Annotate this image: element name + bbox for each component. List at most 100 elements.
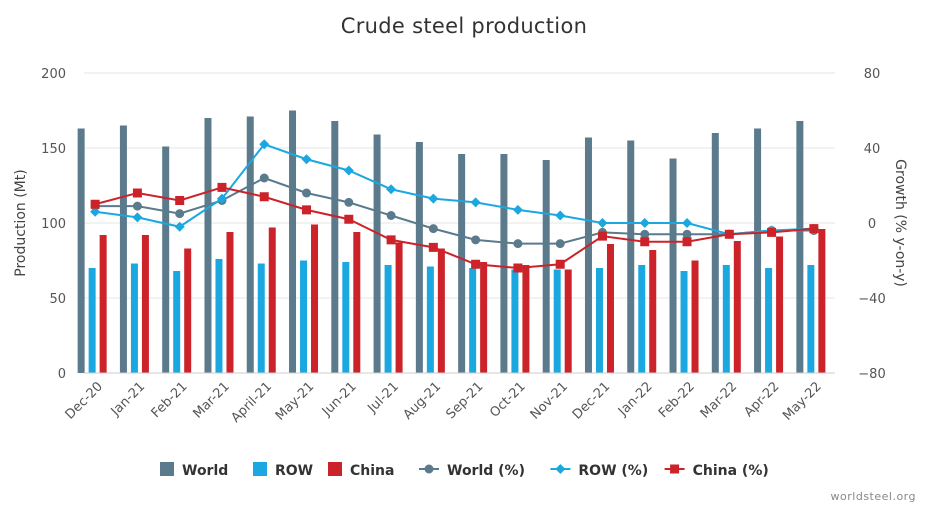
y-tick-label: 200 <box>41 67 66 82</box>
bar-row <box>511 269 519 373</box>
bar-world <box>711 133 719 373</box>
legend-marker <box>670 464 680 474</box>
bar-china <box>184 248 192 373</box>
x-tick-label: Dec-21 <box>570 379 613 422</box>
bar-world <box>331 121 339 373</box>
x-tick-label: Dec-20 <box>63 379 106 422</box>
bar-world <box>289 110 297 373</box>
legend: World ROW China World (%) ROW (%) China (%) <box>160 462 769 479</box>
point-china-pct <box>132 188 142 198</box>
bar-world <box>77 128 85 373</box>
point-row-pct <box>343 165 354 176</box>
bar-world <box>162 146 170 373</box>
point-world-pct <box>344 197 354 207</box>
bar-world <box>542 160 550 373</box>
point-china-pct <box>724 229 734 239</box>
x-tick-label: May-21 <box>273 379 317 423</box>
x-tick-label: Jun-21 <box>319 379 360 420</box>
legend-marker <box>555 464 566 474</box>
bar-china <box>311 224 319 373</box>
line-china <box>94 186 814 270</box>
point-world-pct <box>386 211 396 220</box>
bar-world <box>796 121 804 373</box>
point-china-pct <box>386 235 396 245</box>
x-tick-label: Jul-21 <box>364 379 401 416</box>
point-china-pct <box>259 192 269 202</box>
bar-row <box>595 268 603 373</box>
x-tick-label: Apr-22 <box>741 379 782 420</box>
point-world-pct <box>640 229 650 239</box>
x-tick-label: Aug-21 <box>401 379 445 423</box>
bar-china <box>99 235 107 373</box>
point-china-pct <box>344 214 354 224</box>
y2-tick-label: 40 <box>864 142 881 157</box>
bar-row <box>807 265 815 373</box>
y-axis-title: Production (Mt) <box>13 169 29 276</box>
legend-label: World (%) <box>447 463 525 479</box>
point-china-pct <box>513 263 523 273</box>
bar-china <box>268 227 276 373</box>
point-china-pct <box>767 227 777 237</box>
point-world-pct <box>428 224 438 234</box>
credit-text: worldsteel.org <box>830 490 916 503</box>
point-row-pct <box>301 154 312 165</box>
point-row-pct <box>174 221 185 232</box>
point-china-pct <box>471 259 481 269</box>
point-row-pct <box>132 212 143 223</box>
bar-world <box>119 125 127 373</box>
bar-china <box>564 269 572 373</box>
bar-china <box>691 260 699 373</box>
point-row-pct <box>90 206 101 217</box>
point-row-pct <box>512 204 523 215</box>
y2-tick-label: 0 <box>868 217 876 232</box>
point-china-pct <box>640 237 650 247</box>
x-tick-label: Jan-22 <box>615 379 656 420</box>
point-row-pct <box>555 210 566 221</box>
bars <box>77 110 826 373</box>
bar-china <box>353 232 361 373</box>
x-tick-label: Oct-21 <box>487 379 529 421</box>
bar-china <box>480 262 488 373</box>
bar-china <box>776 236 784 373</box>
bar-china <box>226 232 234 373</box>
y-tick-label: 150 <box>41 142 66 157</box>
chart-title: Crude steel production <box>340 14 588 38</box>
point-world-pct <box>175 209 185 219</box>
bar-china <box>141 235 149 373</box>
series-lines <box>90 139 819 273</box>
point-world-pct <box>555 239 565 249</box>
bar-row <box>722 265 730 373</box>
y2-tick-label: −80 <box>858 367 885 382</box>
point-row-pct <box>639 218 650 228</box>
point-row-pct <box>259 139 270 150</box>
bar-world <box>458 154 466 373</box>
bar-row <box>426 266 434 373</box>
point-row-pct <box>428 193 439 204</box>
x-tick-label: May-22 <box>780 379 824 423</box>
point-china-pct <box>682 237 692 247</box>
bar-china <box>395 242 403 373</box>
y-tick-label: 50 <box>49 292 66 307</box>
x-tick-label: Sep-21 <box>444 379 487 422</box>
legend-swatch-row <box>253 462 267 476</box>
bar-china <box>818 229 826 373</box>
legend-label: ROW (%) <box>578 463 648 479</box>
y-tick-label: 0 <box>58 367 66 382</box>
bar-row <box>300 260 308 373</box>
legend-label: China (%) <box>693 463 769 479</box>
y2-tick-label: 80 <box>864 67 881 82</box>
point-row-pct <box>597 218 608 228</box>
point-row-pct <box>216 193 227 204</box>
legend-label: China <box>350 463 394 479</box>
legend-swatch-world <box>160 462 174 476</box>
y-tick-label: 100 <box>41 217 66 232</box>
bar-row <box>553 269 561 373</box>
point-world-pct <box>132 201 142 211</box>
point-row-pct <box>682 218 693 228</box>
legend-marker <box>424 464 434 474</box>
point-china-pct <box>597 231 607 241</box>
bar-world <box>246 116 254 373</box>
line-row <box>95 143 814 236</box>
bar-world <box>754 128 762 373</box>
